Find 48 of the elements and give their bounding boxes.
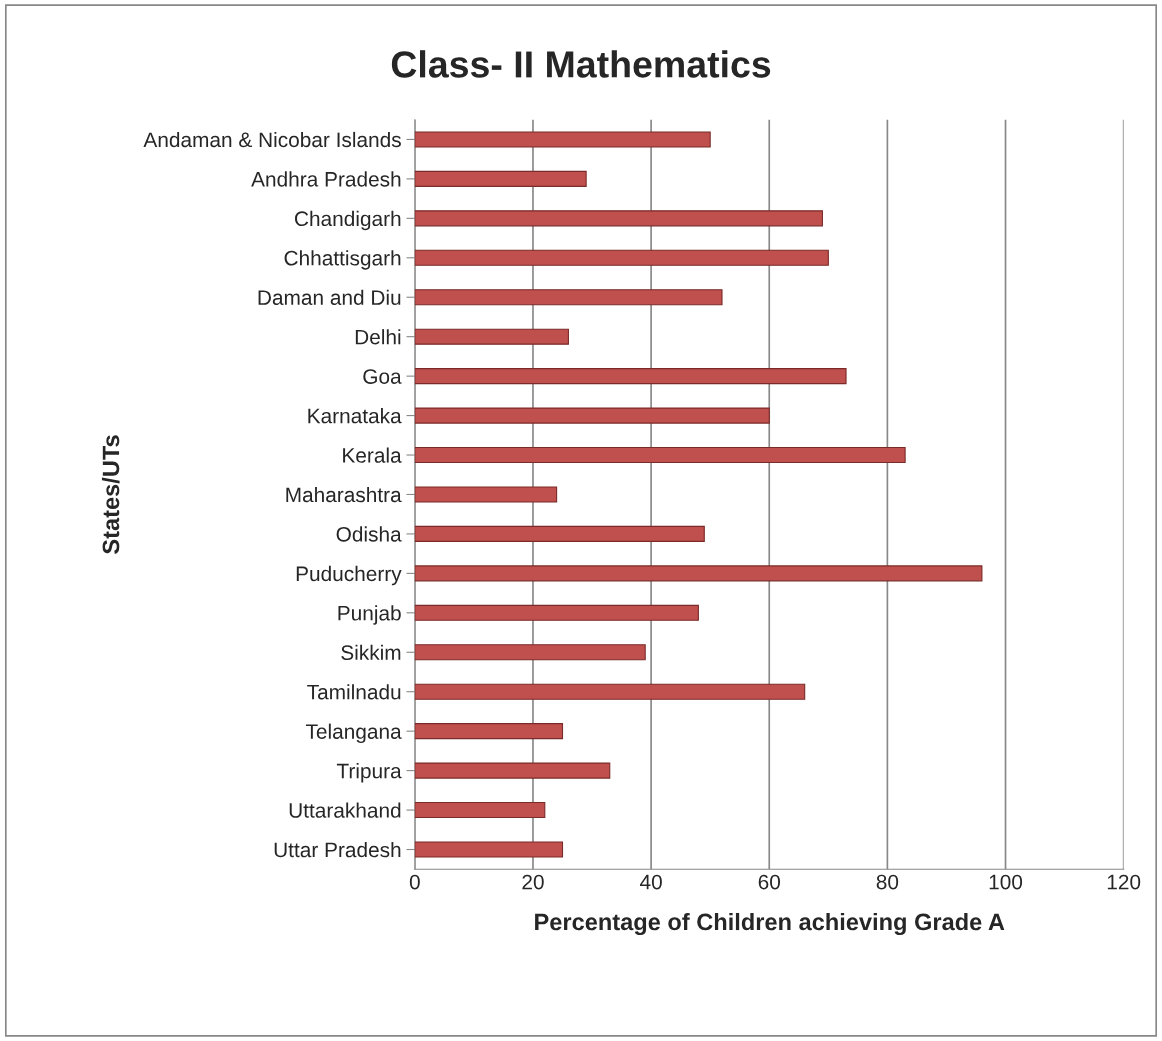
- y-tick-label: Uttar Pradesh: [274, 841, 401, 858]
- y-tick-label: Chandigarh: [294, 210, 401, 231]
- bar: [414, 841, 564, 858]
- bar: [414, 446, 906, 464]
- y-tick-label: Chhattisgarh: [284, 250, 401, 270]
- bar: [414, 368, 847, 385]
- y-tick-label: Daman and Diu: [258, 289, 401, 305]
- y-tick-label: Tamilnadu: [307, 684, 401, 700]
- y-tick-label: Andaman & Nicobar Islands: [143, 131, 401, 148]
- x-tick-label: 100: [989, 874, 1023, 890]
- y-tick-label: Puducherry: [296, 565, 402, 586]
- bar: [414, 604, 699, 621]
- x-tick-label: 40: [640, 874, 662, 890]
- y-tick-label: Karnataka: [308, 408, 402, 424]
- bar: [414, 249, 829, 266]
- x-tick-label: 80: [876, 874, 899, 890]
- chart-title: Class- II Mathematics: [391, 50, 771, 78]
- bar: [414, 170, 587, 187]
- bar: [414, 328, 569, 345]
- x-tick-label: 60: [758, 874, 781, 890]
- y-tick-label: Odisha: [336, 526, 402, 542]
- y-tick-label: Tripura: [336, 763, 402, 783]
- y-axis-title: States/UTs: [101, 435, 120, 554]
- x-tick-label: 120: [1107, 874, 1141, 890]
- x-axis-title: Percentage of Children achieving Grade A: [535, 912, 1005, 936]
- y-tick-label: Goa: [363, 369, 402, 384]
- bar: [414, 486, 558, 503]
- y-tick-label: Telangana: [305, 723, 402, 744]
- bar: [414, 525, 705, 542]
- y-tick-label: Maharashtra: [286, 486, 402, 503]
- bar: [414, 407, 770, 424]
- y-tick-label: Delhi: [355, 329, 401, 345]
- y-tick-label: Punjab: [338, 605, 401, 625]
- y-tick-label: Sikkim: [341, 644, 401, 661]
- bar: [414, 131, 711, 148]
- bar: [414, 289, 723, 306]
- y-tick-label: Kerala: [343, 447, 402, 463]
- bar: [414, 644, 646, 661]
- bar: [414, 210, 823, 227]
- bar: [414, 683, 806, 700]
- x-tick-label: 0: [409, 874, 420, 890]
- y-tick-label: Uttarakhand: [289, 802, 401, 818]
- bar: [414, 723, 564, 740]
- bar: [414, 802, 546, 819]
- x-tick-label: 20: [522, 874, 544, 890]
- bar: [414, 565, 983, 582]
- bar: [414, 762, 611, 779]
- y-tick-label: Andhra Pradesh: [251, 171, 401, 187]
